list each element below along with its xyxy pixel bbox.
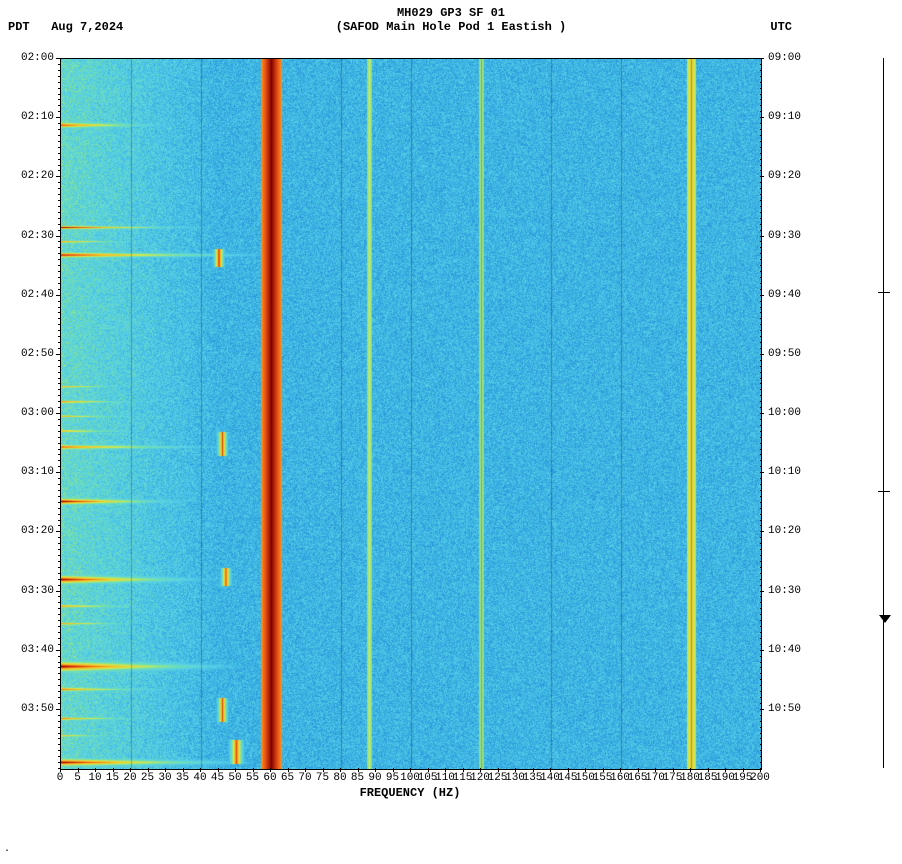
ytick-label-left: 02:10: [8, 111, 54, 123]
date: Aug 7,2024: [51, 20, 123, 34]
tz-left: PDT: [8, 20, 30, 34]
x-axis-title: FREQUENCY (HZ): [60, 786, 760, 800]
ytick-label-left: 02:50: [8, 348, 54, 360]
ytick-label-left: 03:30: [8, 585, 54, 597]
ytick-label-left: 02:40: [8, 289, 54, 301]
ytick-label-left: 02:30: [8, 230, 54, 242]
ytick-label-right: 10:40: [768, 644, 814, 656]
tz-right: UTC: [770, 20, 792, 34]
ytick-label-right: 09:50: [768, 348, 814, 360]
ytick-label-left: 03:10: [8, 466, 54, 478]
header-left: PDT Aug 7,2024: [8, 20, 123, 34]
ytick-label-right: 10:30: [768, 585, 814, 597]
title-line1: MH029 GP3 SF 01: [397, 6, 505, 20]
ytick-label-right: 10:00: [768, 407, 814, 419]
spectrogram-plot: [60, 58, 762, 770]
ytick-label-left: 02:20: [8, 170, 54, 182]
plot-title: MH029 GP3 SF 01 (SAFOD Main Hole Pod 1 E…: [0, 6, 902, 34]
xtick-label: 200: [750, 772, 770, 784]
header-right: UTC: [770, 20, 792, 34]
ytick-label-right: 10:20: [768, 525, 814, 537]
ytick-label-right: 09:20: [768, 170, 814, 182]
page: MH029 GP3 SF 01 (SAFOD Main Hole Pod 1 E…: [0, 0, 902, 864]
ytick-label-left: 03:50: [8, 703, 54, 715]
timescale-bar: [883, 58, 884, 768]
ytick-label-right: 09:10: [768, 111, 814, 123]
spectrogram-canvas: [61, 59, 761, 769]
title-line2: (SAFOD Main Hole Pod 1 Eastish ): [0, 20, 902, 34]
footnote: .: [4, 844, 10, 855]
ytick-label-right: 09:40: [768, 289, 814, 301]
ytick-label-right: 09:00: [768, 52, 814, 64]
ytick-label-left: 03:40: [8, 644, 54, 656]
ytick-label-right: 10:50: [768, 703, 814, 715]
ytick-label-right: 10:10: [768, 466, 814, 478]
ytick-label-left: 03:00: [8, 407, 54, 419]
ytick-label-left: 03:20: [8, 525, 54, 537]
ytick-label-right: 09:30: [768, 230, 814, 242]
ytick-label-left: 02:00: [8, 52, 54, 64]
